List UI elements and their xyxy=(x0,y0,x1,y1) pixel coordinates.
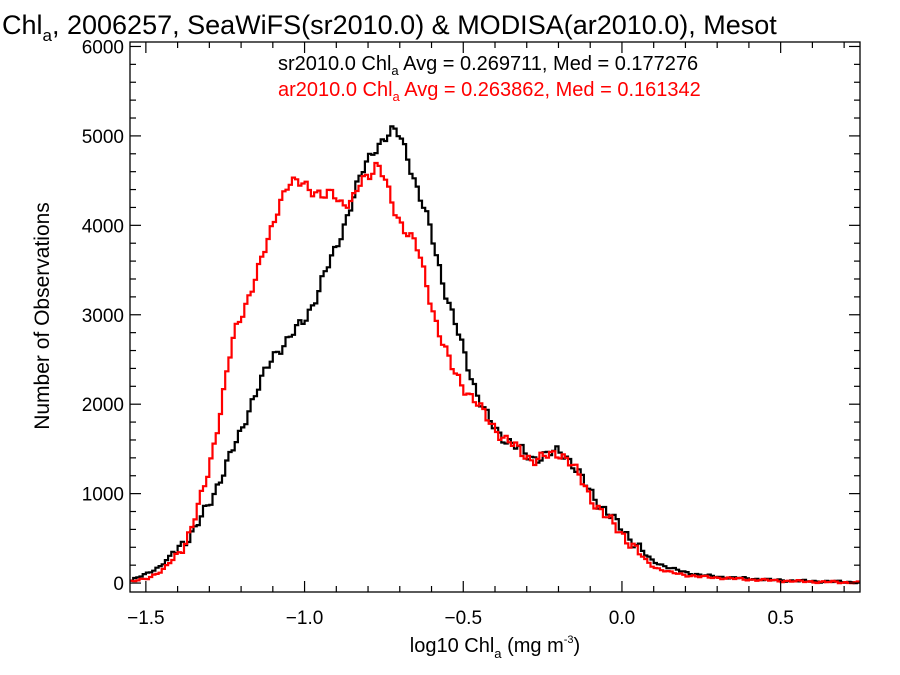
y-tick-label: 3000 xyxy=(82,306,124,327)
y-tick-label: 2000 xyxy=(82,395,124,416)
series-ar2010.0 xyxy=(130,161,860,585)
x-axis-title-subscript: a xyxy=(494,646,502,661)
x-tick-label: −0.5 xyxy=(445,608,483,629)
legend-ar2010-stats: Avg = 0.263862, Med = 0.161342 xyxy=(400,79,701,101)
series-layer xyxy=(130,125,860,585)
chart-title-subscript: a xyxy=(43,26,53,45)
y-tick-label: 5000 xyxy=(82,127,124,148)
x-tick-label: 0.5 xyxy=(767,608,793,629)
legend-ar2010-label: ar2010.0 Chl xyxy=(278,79,393,101)
legend-ar2010-subscript: a xyxy=(393,89,401,104)
legend-entry-ar2010: ar2010.0 Chla Avg = 0.263862, Med = 0.16… xyxy=(278,79,701,104)
x-axis-title-superscript: -3 xyxy=(564,634,574,646)
x-axis-title-units: (mg m xyxy=(502,635,564,657)
x-tick-label: −1.5 xyxy=(127,608,165,629)
x-tick-label: −1.0 xyxy=(286,608,324,629)
x-axis-title-main: log10 Chl xyxy=(410,635,495,657)
chart-title: Chla, 2006257, SeaWiFS(sr2010.0) & MODIS… xyxy=(2,10,777,45)
axes-layer: −1.5 −1.0 −0.5 0.0 0.5 0 1000 2000 3000 4000 5000 6… xyxy=(82,37,861,629)
chart-title-rest: , 2006257, SeaWiFS(sr2010.0) & MODISA(ar… xyxy=(52,10,777,40)
legend-sr2010-label: sr2010.0 Chl xyxy=(278,53,391,75)
y-axis-title: Number of Observations xyxy=(31,202,54,430)
x-axis-title: log10 Chla (mg m-3) xyxy=(410,634,580,661)
y-tick-label: 4000 xyxy=(82,216,124,237)
y-tick-label: 1000 xyxy=(82,485,124,506)
legend-sr2010-subscript: a xyxy=(391,63,399,78)
y-tick-label: 6000 xyxy=(82,37,124,58)
chart-title-main: Chl xyxy=(2,10,43,40)
legend-entry-sr2010: sr2010.0 Chla Avg = 0.269711, Med = 0.17… xyxy=(278,53,698,78)
legend-sr2010-stats: Avg = 0.269711, Med = 0.177276 xyxy=(399,53,699,75)
legend: sr2010.0 Chla Avg = 0.269711, Med = 0.17… xyxy=(278,53,701,104)
x-axis-title-end: ) xyxy=(574,635,581,657)
x-tick-label: 0.0 xyxy=(609,608,635,629)
y-tick-label: 0 xyxy=(113,574,124,595)
